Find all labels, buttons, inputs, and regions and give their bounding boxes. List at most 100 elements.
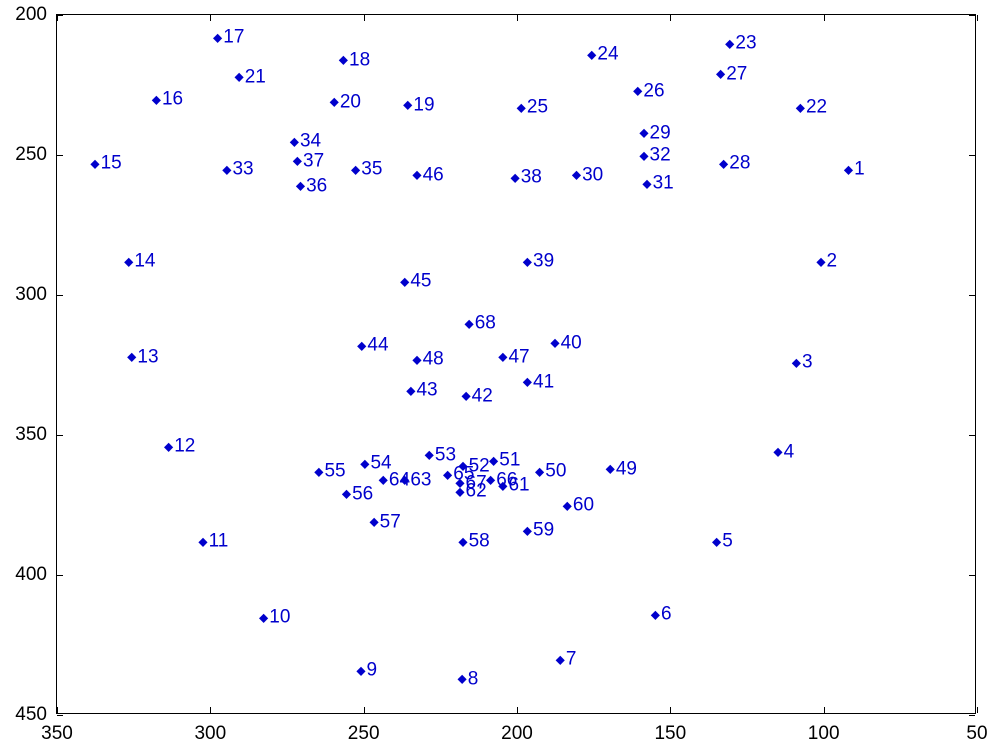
data-point-label: 56: [352, 484, 373, 503]
data-point-label: 57: [380, 512, 401, 531]
diamond-marker-icon: ◆: [406, 384, 415, 396]
diamond-marker-icon: ◆: [535, 465, 544, 477]
xtick-mark: [977, 15, 978, 21]
diamond-marker-icon: ◆: [360, 457, 369, 469]
data-point-label: 7: [566, 650, 577, 669]
data-point: ◆38: [511, 168, 542, 187]
data-point-label: 31: [653, 174, 674, 193]
diamond-marker-icon: ◆: [716, 68, 725, 80]
diamond-marker-icon: ◆: [152, 93, 161, 105]
diamond-marker-icon: ◆: [455, 477, 464, 489]
data-point-label: 19: [413, 95, 434, 114]
data-point-label: 60: [573, 496, 594, 515]
data-point: ◆29: [639, 123, 670, 142]
diamond-marker-icon: ◆: [400, 275, 409, 287]
xtick-mark: [517, 707, 518, 713]
data-point: ◆32: [639, 146, 670, 165]
diamond-marker-icon: ◆: [523, 376, 532, 388]
data-point-label: 1: [854, 160, 865, 179]
diamond-marker-icon: ◆: [816, 255, 825, 267]
data-point: ◆14: [124, 252, 155, 271]
data-point-label: 43: [416, 381, 437, 400]
data-point-label: 2: [827, 252, 838, 271]
diamond-marker-icon: ◆: [587, 48, 596, 60]
diamond-marker-icon: ◆: [458, 535, 467, 547]
data-point-label: 39: [533, 252, 554, 271]
data-point-label: 36: [306, 176, 327, 195]
data-point-label: 30: [582, 165, 603, 184]
diamond-marker-icon: ◆: [357, 339, 366, 351]
ytick-label: 200: [15, 4, 47, 26]
data-point: ◆51: [489, 451, 520, 470]
data-point-label: 6: [661, 605, 672, 624]
data-point-label: 26: [643, 81, 664, 100]
data-point: ◆41: [523, 372, 554, 391]
diamond-marker-icon: ◆: [290, 135, 299, 147]
scatter-plot: 35030025020015010050200250300350400450◆1…: [56, 14, 976, 714]
xtick-mark: [364, 707, 365, 713]
data-point-label: 29: [650, 123, 671, 142]
data-point: ◆61: [498, 476, 529, 495]
data-point: ◆67: [455, 473, 486, 492]
data-point: ◆28: [719, 154, 750, 173]
diamond-marker-icon: ◆: [235, 71, 244, 83]
diamond-marker-icon: ◆: [296, 180, 305, 192]
diamond-marker-icon: ◆: [164, 440, 173, 452]
data-point-label: 53: [435, 445, 456, 464]
data-point-label: 67: [466, 473, 487, 492]
data-point-label: 12: [174, 437, 195, 456]
ytick-mark: [57, 155, 63, 156]
data-point-label: 28: [729, 154, 750, 173]
data-point: ◆19: [403, 95, 434, 114]
data-point-label: 4: [784, 442, 795, 461]
data-point-label: 33: [232, 160, 253, 179]
xtick-mark: [670, 707, 671, 713]
data-point-label: 62: [466, 482, 487, 501]
data-point: ◆39: [523, 252, 554, 271]
data-point: ◆17: [213, 28, 244, 47]
diamond-marker-icon: ◆: [517, 101, 526, 113]
diamond-marker-icon: ◆: [412, 169, 421, 181]
diamond-marker-icon: ◆: [351, 163, 360, 175]
data-point: ◆37: [293, 151, 324, 170]
data-point-label: 18: [349, 50, 370, 69]
diamond-marker-icon: ◆: [127, 351, 136, 363]
diamond-marker-icon: ◆: [293, 155, 302, 167]
data-point-label: 27: [726, 64, 747, 83]
diamond-marker-icon: ◆: [550, 337, 559, 349]
data-point: ◆54: [360, 454, 391, 473]
diamond-marker-icon: ◆: [563, 499, 572, 511]
diamond-marker-icon: ◆: [719, 157, 728, 169]
diamond-marker-icon: ◆: [461, 390, 470, 402]
diamond-marker-icon: ◆: [369, 516, 378, 528]
diamond-marker-icon: ◆: [339, 54, 348, 66]
data-point-label: 23: [735, 34, 756, 53]
diamond-marker-icon: ◆: [198, 535, 207, 547]
figure: 35030025020015010050200250300350400450◆1…: [0, 0, 1000, 749]
diamond-marker-icon: ◆: [633, 85, 642, 97]
ytick-mark: [57, 435, 63, 436]
diamond-marker-icon: ◆: [330, 96, 339, 108]
data-point: ◆22: [796, 98, 827, 117]
ytick-label: 300: [15, 284, 47, 306]
data-point: ◆53: [425, 445, 456, 464]
data-point-label: 10: [269, 608, 290, 627]
ytick-mark: [57, 715, 63, 716]
data-point-label: 35: [361, 160, 382, 179]
data-point: ◆7: [556, 650, 577, 669]
data-point: ◆58: [458, 532, 489, 551]
data-point-label: 13: [137, 347, 158, 366]
diamond-marker-icon: ◆: [606, 463, 615, 475]
data-point: ◆2: [816, 252, 837, 271]
diamond-marker-icon: ◆: [498, 479, 507, 491]
data-point-label: 24: [597, 45, 618, 64]
data-point-label: 8: [468, 669, 479, 688]
data-point: ◆34: [290, 132, 321, 151]
ytick-mark: [57, 295, 63, 296]
diamond-marker-icon: ◆: [124, 255, 133, 267]
xtick-mark: [57, 707, 58, 713]
xtick-mark: [210, 707, 211, 713]
data-point: ◆20: [330, 92, 361, 111]
data-point-label: 20: [340, 92, 361, 111]
data-point: ◆24: [587, 45, 618, 64]
